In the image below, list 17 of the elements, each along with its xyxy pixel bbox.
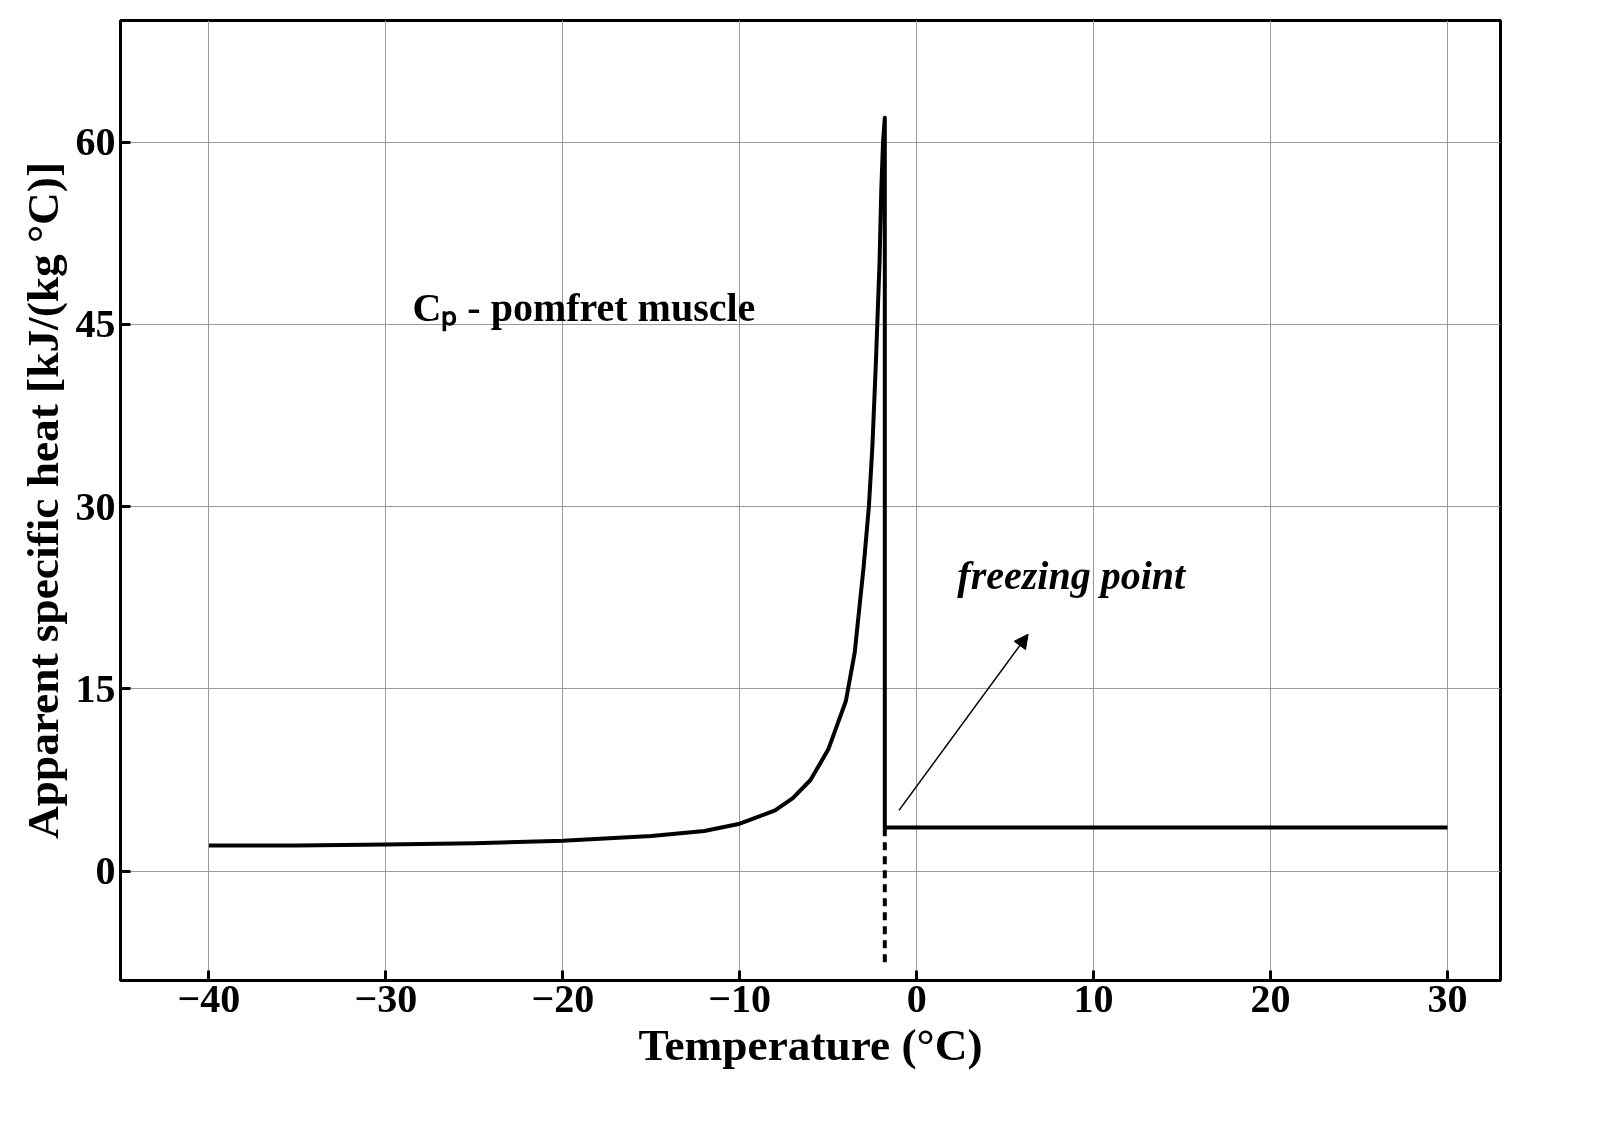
x-tick-label: 30 bbox=[1427, 975, 1468, 1021]
y-tick-label: 15 bbox=[75, 665, 116, 711]
x-tick-label: −10 bbox=[708, 975, 772, 1021]
x-tick-label: −30 bbox=[354, 975, 418, 1021]
x-tick-label: 10 bbox=[1073, 975, 1114, 1021]
y-tick-label: 30 bbox=[75, 483, 116, 529]
x-axis-title: Temperature (°C) bbox=[638, 1019, 983, 1070]
x-tick-label: 20 bbox=[1250, 975, 1291, 1021]
x-tick-label: 0 bbox=[906, 975, 927, 1021]
y-tick-label: 0 bbox=[95, 848, 116, 894]
y-tick-label: 45 bbox=[75, 301, 116, 347]
x-tick-label: −20 bbox=[531, 975, 595, 1021]
annotation: freezing point bbox=[957, 552, 1188, 598]
x-tick-label: −40 bbox=[177, 975, 241, 1021]
y-axis-title: Apparent specific heat [kJ/(kg °C)] bbox=[17, 161, 68, 840]
annotation: Cₚ - pomfret muscle bbox=[412, 285, 756, 333]
y-tick-label: 60 bbox=[75, 119, 116, 165]
